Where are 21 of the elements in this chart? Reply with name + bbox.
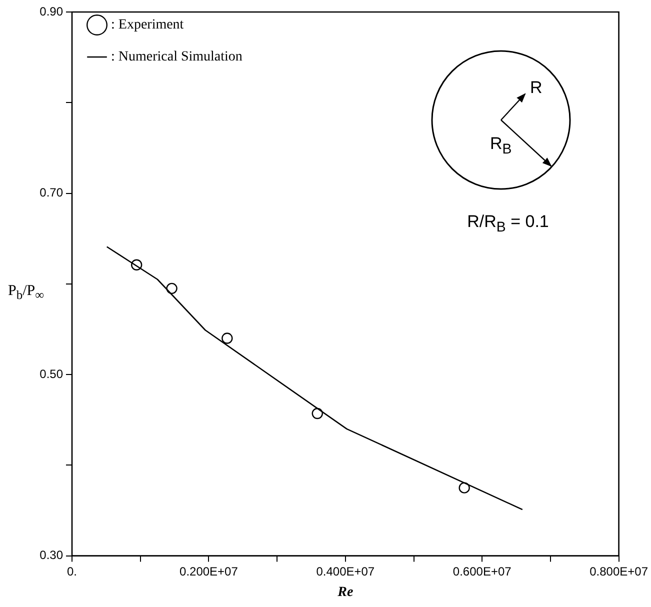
x-tick-label: 0.600E+07: [452, 564, 512, 578]
x-axis-title: Re: [336, 585, 354, 600]
y-tick-label: 0.90: [40, 4, 64, 18]
annotation: R$_{B}$: [490, 134, 512, 158]
y-tick-label: 0.70: [40, 186, 64, 200]
x-tick-label: 0.: [66, 564, 78, 578]
legend-label: : Numerical Simulation: [111, 50, 242, 65]
x-tick-label: 0.800E+07: [590, 564, 648, 578]
y-tick-label: 0.30: [40, 548, 64, 562]
x-tick-label: 0.400E+07: [316, 564, 375, 578]
point: [458, 482, 470, 494]
point: [166, 282, 178, 294]
x-tick-label: 0.200E+07: [180, 564, 238, 578]
point: [312, 408, 323, 420]
y-axis-title: P$_{b}$/P$_{∞}$: [8, 283, 44, 303]
annotation: R/R$_{B}$ = 0.1: [467, 212, 549, 236]
y-tick-label: 0.50: [40, 366, 64, 381]
point: [222, 332, 233, 344]
point: [130, 259, 142, 270]
legend-label: : Experiment: [111, 18, 184, 33]
annotation: R: [530, 78, 542, 98]
